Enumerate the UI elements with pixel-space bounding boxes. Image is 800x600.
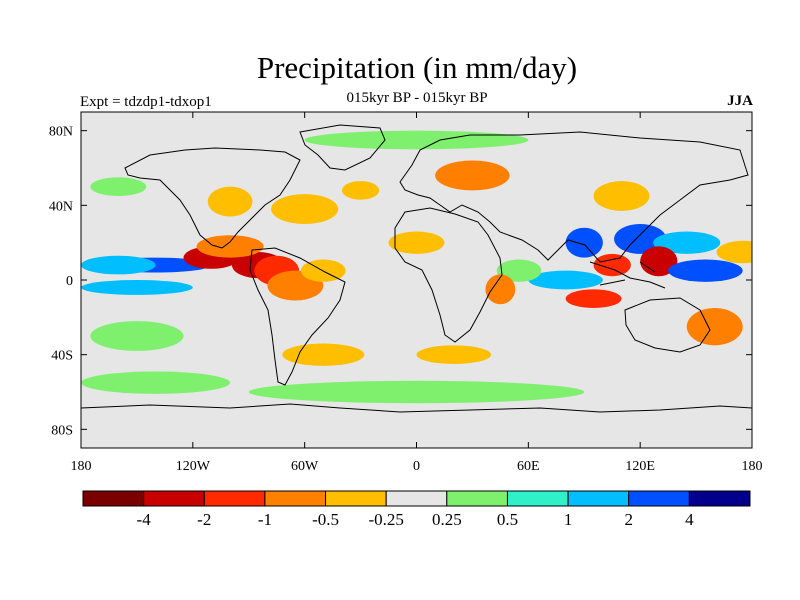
coastline-north-america: [124, 147, 301, 249]
colorbar-swatch: [446, 490, 508, 507]
coastline-australia: [624, 297, 711, 353]
coastlines: [81, 124, 752, 413]
colorbar-swatch: [628, 490, 690, 507]
anomaly-patch: [686, 308, 743, 346]
anomaly-patch: [416, 345, 492, 364]
anomaly-patch: [304, 130, 529, 150]
anomaly-patch: [593, 253, 631, 277]
anomaly-patch: [485, 274, 516, 305]
anomaly-patch: [81, 255, 156, 275]
plot-subtitle: 015kyr BP - 015kyr BP: [346, 90, 488, 106]
anomaly-patch: [282, 343, 365, 366]
lat-tick-label: 40S: [51, 349, 73, 364]
colorbar: -4 -2 -1 -0.5 -0.25 0.25 0.5 1 2 4: [82, 490, 751, 529]
colorbar-label: 2: [624, 510, 633, 529]
coastline-eurasia: [399, 131, 749, 263]
colorbar-label: 1: [564, 510, 573, 529]
lat-tick-label: 40N: [49, 199, 73, 214]
anomaly-patch: [716, 240, 752, 264]
colorbar-swatch: [264, 490, 327, 507]
anomaly-patch: [271, 194, 339, 224]
anomaly-patch: [614, 224, 667, 254]
anomaly-patch: [496, 259, 542, 282]
plot-title: Precipitation (in mm/day): [256, 50, 578, 85]
colorbar-swatch: [567, 490, 630, 507]
season-label: JJA: [727, 93, 753, 109]
anomaly-patch: [435, 160, 510, 191]
colorbar-swatch: [82, 490, 145, 507]
longitude-axis: 180 120W 60W 0 60E 120E 180: [71, 112, 763, 474]
coastline-south-america: [249, 247, 346, 386]
anomaly-patch: [248, 380, 585, 404]
coastline-greenland: [299, 124, 386, 171]
lon-tick-label: 180: [742, 459, 763, 474]
colorbar-label: 0.5: [497, 510, 518, 529]
anomaly-patch: [207, 186, 253, 217]
lat-tick-label: 0: [66, 274, 73, 289]
lat-tick-label: 80N: [49, 125, 73, 140]
colorbar-swatch: [203, 490, 266, 507]
lat-tick-label: 80S: [51, 423, 73, 438]
lon-tick-label: 0: [413, 459, 420, 474]
lon-tick-label: 120W: [176, 459, 211, 474]
anomaly-patch: [90, 177, 147, 197]
colorbar-swatch: [325, 490, 387, 507]
coastline-maritime-continent: [589, 261, 666, 289]
colorbar-label: -0.25: [368, 510, 403, 529]
anomaly-patch: [593, 181, 650, 211]
anomaly-patch: [668, 259, 743, 282]
lon-tick-label: 180: [71, 459, 92, 474]
colorbar-label: -4: [137, 510, 152, 529]
lon-tick-label: 60E: [517, 459, 540, 474]
anomaly-patch: [341, 181, 380, 200]
lon-tick-label: 120E: [625, 459, 655, 474]
coastline-antarctica: [81, 403, 752, 413]
anomaly-patch: [528, 270, 603, 290]
colorbar-label: -2: [197, 510, 211, 529]
anomaly-patch: [653, 231, 721, 254]
colorbar-label: -1: [258, 510, 272, 529]
latitude-axis: 80N 40N 0 40S 80S: [49, 125, 752, 438]
colorbar-swatch: [688, 490, 751, 507]
colorbar-swatch: [143, 490, 205, 507]
coastline-africa: [394, 207, 503, 343]
anomaly-patch: [565, 289, 622, 308]
colorbar-label: 0.25: [432, 510, 462, 529]
experiment-label: Expt = tdzdp1-tdxop1: [80, 94, 212, 110]
anomaly-patch: [81, 280, 193, 295]
anomaly-patch: [196, 235, 264, 258]
anomaly-patch: [565, 227, 603, 258]
colorbar-label: 4: [685, 510, 694, 529]
colorbar-swatch: [506, 490, 569, 507]
anomaly-patch: [388, 231, 445, 254]
lon-tick-label: 60W: [291, 459, 319, 474]
anomaly-patch: [90, 321, 184, 351]
colorbar-label: -0.5: [312, 510, 339, 529]
colorbar-swatch: [385, 490, 448, 507]
anomaly-patch: [81, 371, 231, 394]
